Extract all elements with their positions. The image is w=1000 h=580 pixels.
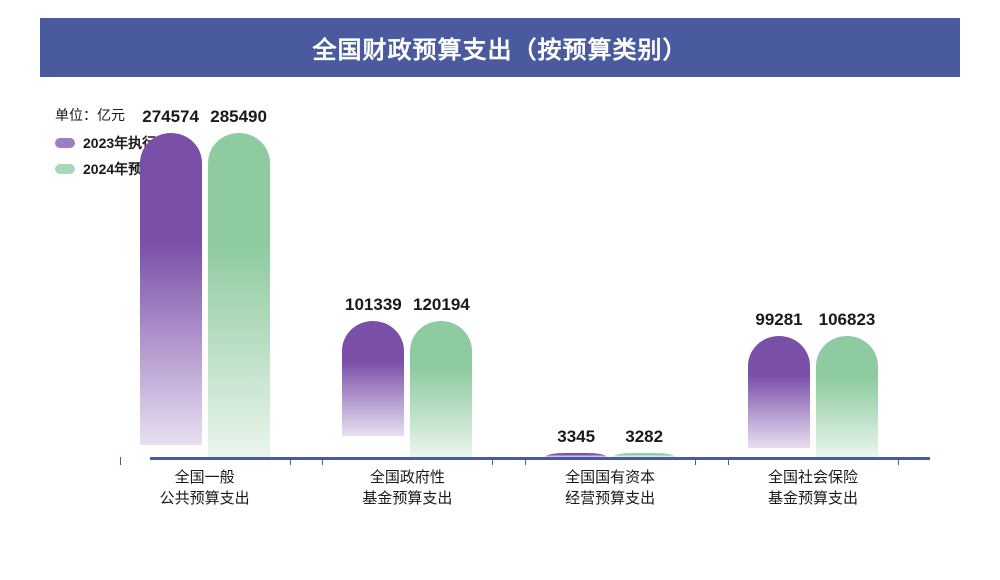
bar: 99281 [748,336,810,449]
bar: 106823 [816,336,878,457]
x-tick [525,457,526,465]
x-tick [728,457,729,465]
x-tick [492,457,493,465]
bar-value-label: 3282 [625,427,663,447]
bar-group: 274574285490 [140,133,270,457]
bar-group: 101339120194 [342,321,472,457]
x-tick [695,457,696,465]
bar-group: 99281106823 [748,336,878,457]
x-axis-label: 全国一般 公共预算支出 [125,467,285,509]
bar: 120194 [410,321,472,457]
bar-value-label: 120194 [413,295,470,315]
x-tick [120,457,121,465]
chart-area: 单位：亿元 2023年执行数 2024年预算数 2745742854901013… [50,97,950,547]
chart-title: 全国财政预算支出（按预算类别） [40,18,960,77]
legend-swatch-green [55,164,75,174]
bar-value-label: 101339 [345,295,402,315]
x-axis-label: 全国社会保险 基金预算支出 [733,467,893,509]
bar-value-label: 99281 [755,310,802,330]
plot-area: 2745742854901013391201943345328299281106… [150,97,930,457]
x-axis-label: 全国政府性 基金预算支出 [327,467,487,509]
bar-value-label: 3345 [557,427,595,447]
x-axis-baseline [150,457,930,460]
bar-value-label: 274574 [142,107,199,127]
bar: 101339 [342,321,404,436]
x-axis-label: 全国国有资本 经营预算支出 [530,467,690,509]
bar-value-label: 106823 [819,310,876,330]
bar-value-label: 285490 [210,107,267,127]
x-tick [290,457,291,465]
legend-swatch-purple [55,138,75,148]
bar: 274574 [140,133,202,444]
x-tick [898,457,899,465]
bar: 285490 [208,133,270,457]
x-tick [322,457,323,465]
